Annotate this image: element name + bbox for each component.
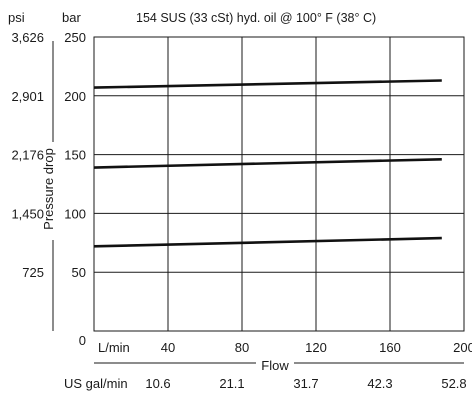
x-secondary-tick-label: 31.7 [293, 376, 318, 391]
y-axis-label: Pressure drop [41, 148, 56, 230]
tick-labels: 50 100 150 200 250 0 725 1,450 2,176 2,901 3,626 40… [11, 30, 472, 391]
x-axis-label: Flow [261, 358, 289, 373]
x-tick-label: 200 [453, 340, 472, 355]
y-secondary-tick-label: 725 [22, 265, 44, 280]
y-tick-label: 250 [64, 30, 86, 45]
y-tick-label: 100 [64, 206, 86, 221]
x-secondary-tick-label: 42.3 [367, 376, 392, 391]
series [93, 79, 442, 248]
x-unit-usgpm: US gal/min [64, 376, 128, 391]
x-unit-lmin: L/min [98, 340, 130, 355]
x-tick-label: 40 [161, 340, 175, 355]
plot-frame [93, 36, 465, 332]
y-unit-bar: bar [62, 10, 81, 25]
y-secondary-tick-label: 2,176 [11, 148, 44, 163]
x-secondary-tick-label: 10.6 [145, 376, 170, 391]
y-tick-label: 200 [64, 89, 86, 104]
x-tick-label: 0 [79, 333, 86, 348]
y-tick-label: 50 [72, 265, 86, 280]
y-secondary-tick-label: 3,626 [11, 30, 44, 45]
x-secondary-tick-label: 52.8 [441, 376, 466, 391]
y-tick-label: 150 [64, 148, 86, 163]
x-tick-label: 160 [379, 340, 401, 355]
y-secondary-tick-label: 2,901 [11, 89, 44, 104]
grid [94, 37, 464, 331]
y-secondary-tick-label: 1,450 [11, 206, 44, 221]
series-line-1 [93, 79, 442, 89]
x-tick-label: 120 [305, 340, 327, 355]
axes [52, 36, 465, 364]
x-tick-label: 80 [235, 340, 249, 355]
x-secondary-tick-label: 21.1 [219, 376, 244, 391]
series-line-3 [93, 236, 442, 248]
series-line-2 [93, 158, 442, 169]
chart-title: 154 SUS (33 cSt) hyd. oil @ 100° F (38° … [136, 11, 376, 25]
y-unit-psi: psi [8, 10, 25, 25]
